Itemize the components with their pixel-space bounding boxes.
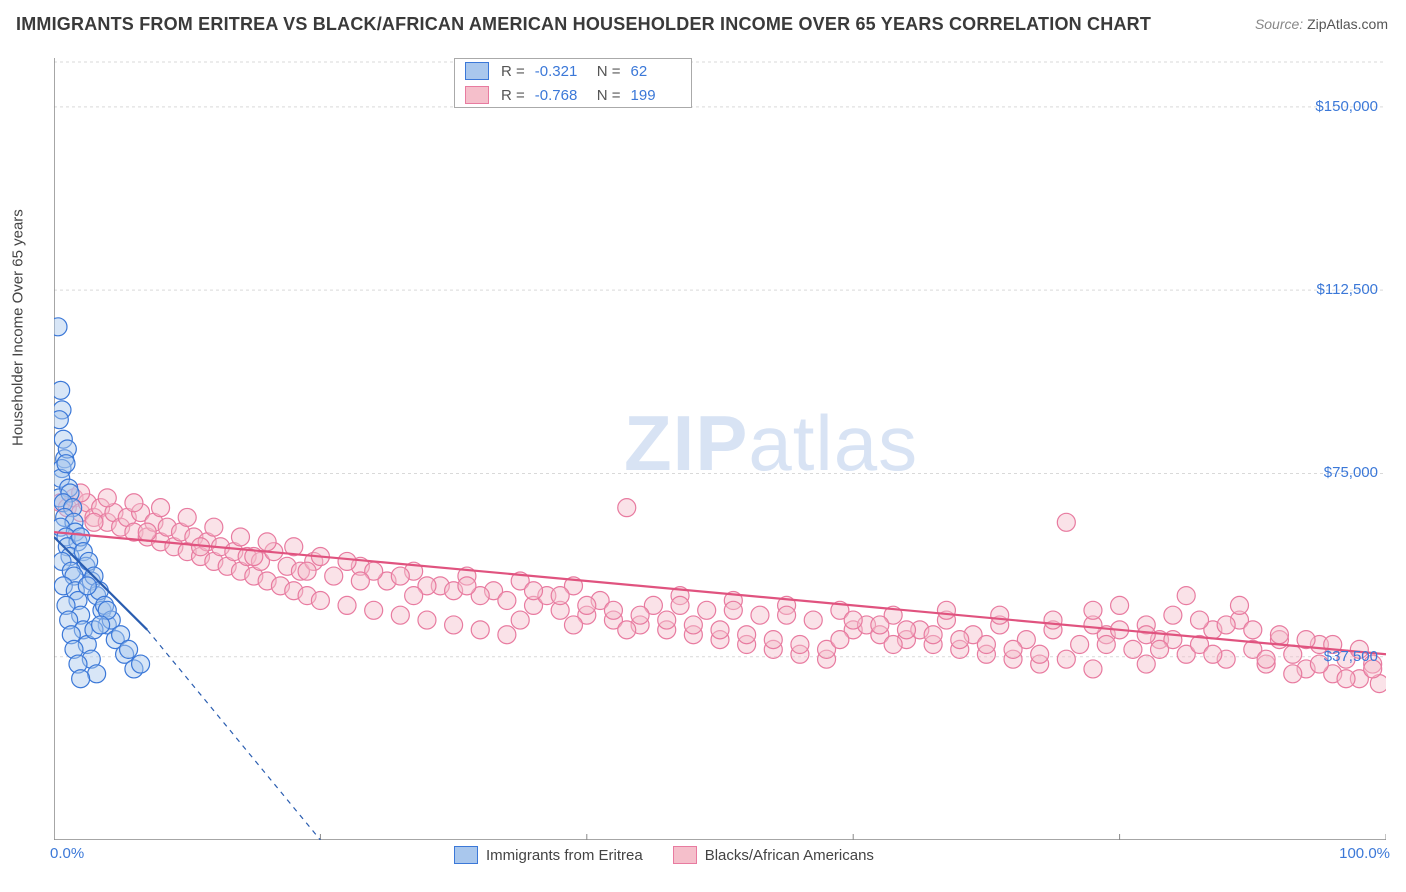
swatch-icon	[454, 846, 478, 864]
swatch-icon	[465, 62, 489, 80]
y-tick-label: $75,000	[1324, 464, 1378, 481]
chart-title: IMMIGRANTS FROM ERITREA VS BLACK/AFRICAN…	[16, 14, 1151, 35]
swatch-icon	[673, 846, 697, 864]
legend-label: Immigrants from Eritrea	[486, 847, 643, 864]
legend-label: Blacks/African Americans	[705, 847, 874, 864]
series-legend: Immigrants from Eritrea Blacks/African Am…	[454, 846, 874, 864]
source-attribution: Source: ZipAtlas.com	[1255, 16, 1388, 32]
correlation-stats-box: R = -0.321 N = 62 R = -0.768 N = 199	[454, 58, 692, 108]
stats-row-black: R = -0.768 N = 199	[455, 83, 691, 107]
source-label: Source:	[1255, 16, 1303, 32]
r-label: R =	[501, 87, 525, 104]
y-axis-label: Householder Income Over 65 years	[10, 209, 27, 446]
legend-item-eritrea: Immigrants from Eritrea	[454, 846, 643, 864]
swatch-icon	[465, 86, 489, 104]
legend-item-black: Blacks/African Americans	[673, 846, 874, 864]
plot-area: ZIPatlas R =-0.321N =62R =-0.768N =199 $…	[54, 58, 1386, 840]
source-value: ZipAtlas.com	[1307, 16, 1388, 32]
n-label: N =	[597, 63, 621, 80]
x-axis-start-label: 0.0%	[50, 845, 84, 862]
scatter-plot-svg	[54, 58, 1386, 840]
stats-row-eritrea: R = -0.321 N = 62	[455, 59, 691, 83]
y-tick-label: $112,500	[1317, 281, 1378, 298]
chart-container: IMMIGRANTS FROM ERITREA VS BLACK/AFRICAN…	[0, 0, 1406, 892]
r-label: R =	[501, 63, 525, 80]
n-value: 62	[631, 63, 681, 80]
y-tick-label: $150,000	[1315, 98, 1378, 115]
n-value: 199	[631, 87, 681, 104]
y-tick-label: $37,500	[1324, 648, 1378, 665]
r-value: -0.321	[535, 63, 585, 80]
n-label: N =	[597, 87, 621, 104]
r-value: -0.768	[535, 87, 585, 104]
x-axis-end-label: 100.0%	[1339, 845, 1390, 862]
